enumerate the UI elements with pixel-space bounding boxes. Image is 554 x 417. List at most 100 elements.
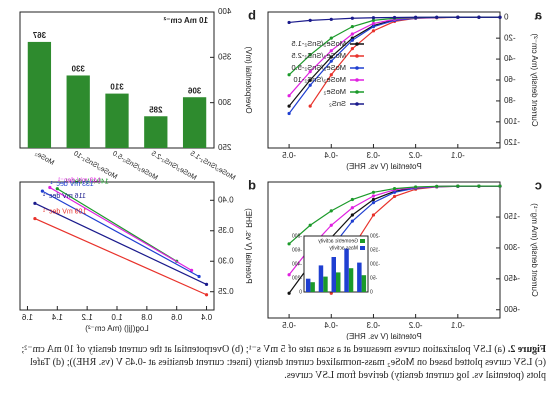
point (371, 194, 376, 198)
inset-y-tick-label: -150 (370, 247, 380, 253)
x-tick-label: -0.3 (366, 321, 380, 330)
point (371, 201, 376, 205)
point (392, 194, 397, 199)
x-tick-label: -0.5 (282, 151, 296, 160)
point (308, 53, 312, 57)
panel-label: c (535, 177, 542, 192)
line-series (34, 202, 207, 285)
y-tick-label: 0.25 (217, 287, 233, 296)
point (456, 184, 460, 188)
plot-frame (19, 181, 215, 311)
line-series (56, 188, 178, 262)
panel-label: b (248, 7, 256, 22)
point (329, 55, 333, 59)
inset-bar (323, 276, 328, 292)
line-series (49, 186, 192, 271)
legend-label: MoSe₂/SnS₂-1.5 (291, 39, 346, 48)
caption: Figure 2. (a) LSV polarization curves me… (8, 343, 546, 382)
line-annotation: 143 mV dec⁻¹ (57, 177, 101, 184)
x-tick-label: 0.4 (200, 313, 212, 322)
point (287, 242, 291, 246)
line-series (288, 185, 500, 245)
y-tick-label: -450 (503, 274, 520, 283)
point (371, 197, 376, 202)
x-axis-title: Potential (V vs. RHE) (346, 332, 422, 340)
inset-y-tick-label: 0 (370, 289, 373, 295)
y-axis-title: Overpotential (mV) (244, 46, 253, 113)
legend-marker (355, 78, 359, 82)
point (477, 15, 481, 19)
inset-bar (336, 272, 341, 292)
y-tick-label: -150 (503, 212, 520, 221)
point (371, 190, 376, 194)
x-tick-label: -0.1 (450, 321, 464, 330)
y-tick-label: 250 (217, 143, 231, 152)
x-tick-label: 1.6 (21, 313, 33, 322)
y-tick-label: 0.30 (217, 256, 233, 265)
caption-text: (a) LSV polarization curves measured at … (21, 344, 546, 381)
point (371, 21, 376, 26)
x-tick-label: 1.4 (51, 313, 63, 322)
inset-bar (357, 262, 362, 292)
x-tick-label: -0.1 (450, 151, 464, 160)
inset-bar (361, 275, 367, 292)
bar (105, 93, 129, 148)
legend-label: MoSe₂/SnS₂-5.0 (291, 63, 346, 72)
point (477, 184, 481, 188)
bar (27, 41, 52, 148)
inset-legend-swatch (360, 239, 365, 243)
point (371, 16, 376, 20)
point (350, 47, 354, 51)
plot-frame (267, 181, 501, 319)
y-tick-label: -60 (503, 75, 515, 84)
line-series (34, 218, 207, 296)
point (55, 187, 59, 191)
x-tick-label: -0.3 (366, 151, 380, 160)
point (308, 104, 312, 108)
point (329, 223, 333, 227)
point (287, 273, 291, 277)
point (329, 209, 333, 213)
x-tick-label: 0.8 (141, 313, 153, 322)
legend-label: MoSe₂ (323, 87, 346, 96)
bar (182, 97, 207, 148)
y-axis-title: Current density (mA cm⁻²) (530, 33, 539, 126)
y-axis-title: Current density (mA mg⁻¹) (530, 203, 539, 297)
inset-bar (348, 268, 354, 292)
inset-legend-label: Mass activity (329, 245, 358, 251)
legend-marker (355, 102, 359, 106)
y-tick-label: -80 (503, 96, 515, 105)
legend-label: SnS₂ (329, 99, 346, 108)
line-series (42, 190, 200, 278)
legend-marker (355, 42, 359, 46)
y-tick-label: -40 (503, 54, 515, 63)
inset-bar (331, 257, 336, 292)
line-annotation: 116 mV dec⁻¹ (42, 193, 86, 200)
legend-marker (355, 66, 359, 70)
line-annotation: 149 mV dec⁻¹ (65, 179, 109, 186)
panel-label: d (248, 177, 256, 192)
x-tick-label: -0.4 (324, 151, 338, 160)
point (329, 73, 333, 77)
point (350, 32, 354, 36)
point (498, 184, 502, 188)
point (371, 25, 376, 29)
caption-label: Figure 2. (507, 344, 546, 355)
x-axis-title: Potential (V vs. RHE) (346, 162, 422, 171)
point (435, 15, 439, 19)
y-tick-label: -600 (503, 305, 520, 314)
y-axis-title: Potential (V vs. RHE) (244, 208, 253, 284)
point (456, 15, 460, 19)
figure: a 0 -20 -40 -60 -80 -100 -120 -0.1 -0.2 -0.3 -0.4 -0… (19, 7, 542, 341)
x-tick-label: -0.2 (408, 151, 422, 160)
point (40, 189, 44, 193)
point (329, 17, 333, 21)
point (48, 185, 52, 190)
point (350, 213, 354, 217)
x-tick-label: MoSe₂/SnS₂-10 (72, 150, 118, 181)
inset-y2-tick-label: -600 (292, 247, 302, 253)
inset-y2-tick-label: -200 (292, 275, 302, 281)
line-annotation: 109 mV dec⁻¹ (42, 208, 86, 215)
point (287, 111, 291, 116)
point (190, 268, 194, 272)
